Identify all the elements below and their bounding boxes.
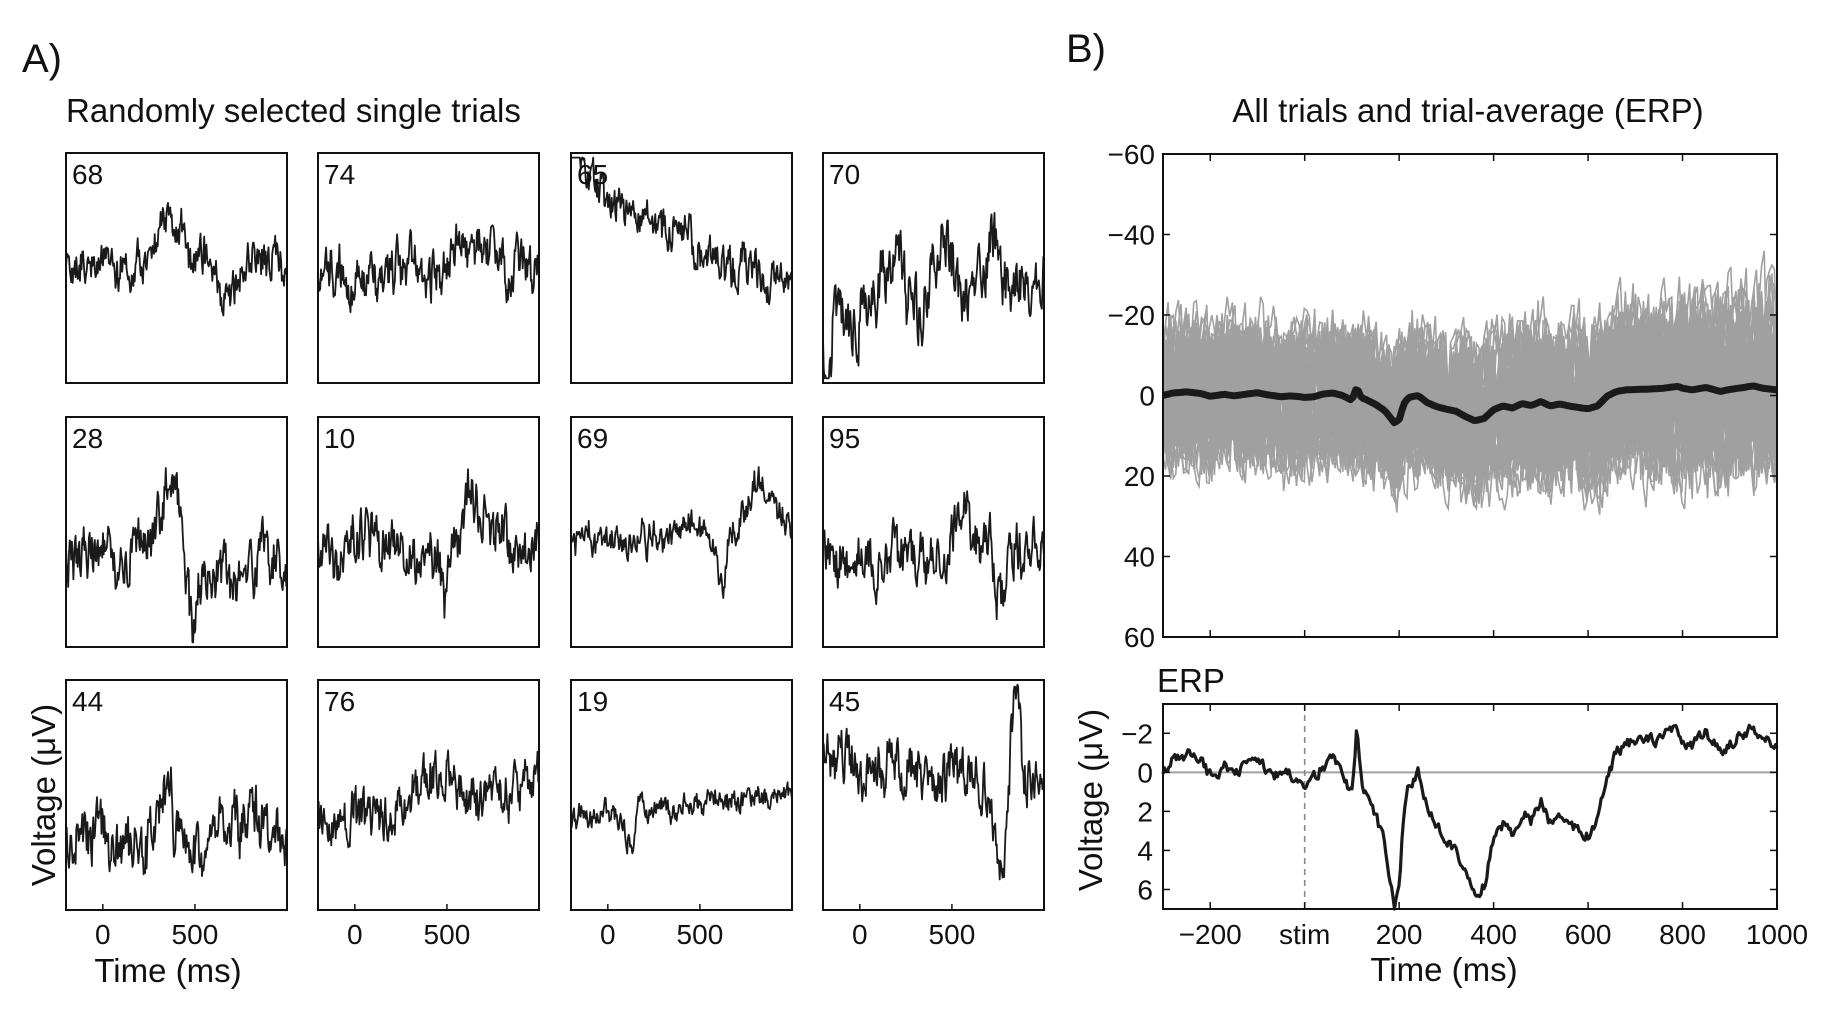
x-tick-label: 500 [677,919,724,950]
x-tick-label: 600 [1565,919,1612,950]
y-tick-label: −60 [1108,139,1156,170]
trial-number: 45 [829,686,860,717]
panel-b-title: All trials and trial-average (ERP) [1232,92,1703,129]
trial-trace [317,749,540,849]
x-tick-label: 200 [1376,919,1423,950]
x-tick-label: 0 [600,919,616,950]
x-tick-label: 400 [1470,919,1517,950]
y-tick-label: 0 [1137,757,1153,788]
y-tick-label: −20 [1108,300,1156,331]
trial-number: 68 [72,159,103,190]
single-trial-line [1163,321,1777,504]
trial-trace [822,212,1045,380]
panel-b-label: B) [1066,27,1106,71]
y-tick-label: 60 [1124,622,1155,653]
trial-number: 95 [829,423,860,454]
trial-trace [822,490,1045,621]
erp-average-line [1163,382,1777,427]
x-tick-label: 500 [172,919,219,950]
erp-frame [1162,703,1778,910]
y-tick-label: −40 [1108,220,1156,251]
trial-trace [317,468,540,619]
trial-frame [570,152,793,384]
panel-b-xlabel: Time (ms) [1370,951,1517,988]
panel-b-ylabel: Voltage (μV) [1072,709,1109,891]
trials-group [1163,250,1777,515]
trial-frame [822,679,1045,911]
x-tick-label: 500 [424,919,471,950]
trial-trace [570,156,793,306]
trial-trace [317,223,540,313]
trial-frame [65,152,288,384]
erp-title: ERP [1157,662,1225,699]
panel-b-erp: −2 0 2 4 6 −200 stim 200 400 600 800 1000 [1121,703,1808,950]
x-tick-label: 500 [929,919,976,950]
trial-number: 69 [577,423,608,454]
x-tick-label: 0 [852,919,868,950]
trial-trace [65,202,288,317]
trial-trace [65,467,288,644]
trial-trace [822,683,1045,881]
panel-a-ylabel: Voltage (μV) [25,704,62,886]
y-tick-label: −2 [1121,718,1153,749]
panel-b-all-trials: −60 −40 −20 0 20 40 60 [1108,139,1778,653]
trial-number: 19 [577,686,608,717]
trial-frame [822,152,1045,384]
x-tick-label: 1000 [1746,919,1808,950]
trial-frame [317,679,540,911]
y-tick-label: 20 [1124,461,1155,492]
trial-number: 76 [324,686,355,717]
trial-trace [65,766,288,877]
panel-a-xlabel: Time (ms) [94,952,241,989]
x-tick-label: 0 [347,919,363,950]
x-tick-label: −200 [1179,919,1242,950]
trial-frame [65,416,288,648]
trial-frame [317,152,540,384]
panel-a-plots: 68 74 65 70 28 10 69 95 44 0 500 76 0 500 19 0 500 45 0 500 [65,152,1045,950]
panel-a-label: A) [22,37,62,81]
y-tick-label: 2 [1137,796,1153,827]
y-tick-label: 0 [1139,381,1155,412]
trial-frame [570,679,793,911]
trial-trace [570,781,793,855]
y-tick-label: 4 [1137,835,1153,866]
trial-trace [570,466,793,599]
trial-frame [822,416,1045,648]
trial-number: 44 [72,686,103,717]
y-tick-label: 6 [1137,874,1153,905]
x-tick-label: stim [1279,919,1330,950]
erp-line [1161,723,1779,911]
single-trial-line [1163,334,1777,495]
trial-number: 65 [577,159,608,190]
trial-number: 28 [72,423,103,454]
x-tick-label: 800 [1659,919,1706,950]
panel-a-title: Randomly selected single trials [66,92,521,129]
trial-frame [317,416,540,648]
x-tick-label: 0 [95,919,111,950]
trial-frame [570,416,793,648]
y-tick-label: 40 [1124,542,1155,573]
trial-frame [65,679,288,911]
trial-number: 74 [324,159,355,190]
trial-number: 70 [829,159,860,190]
trial-number: 10 [324,423,355,454]
